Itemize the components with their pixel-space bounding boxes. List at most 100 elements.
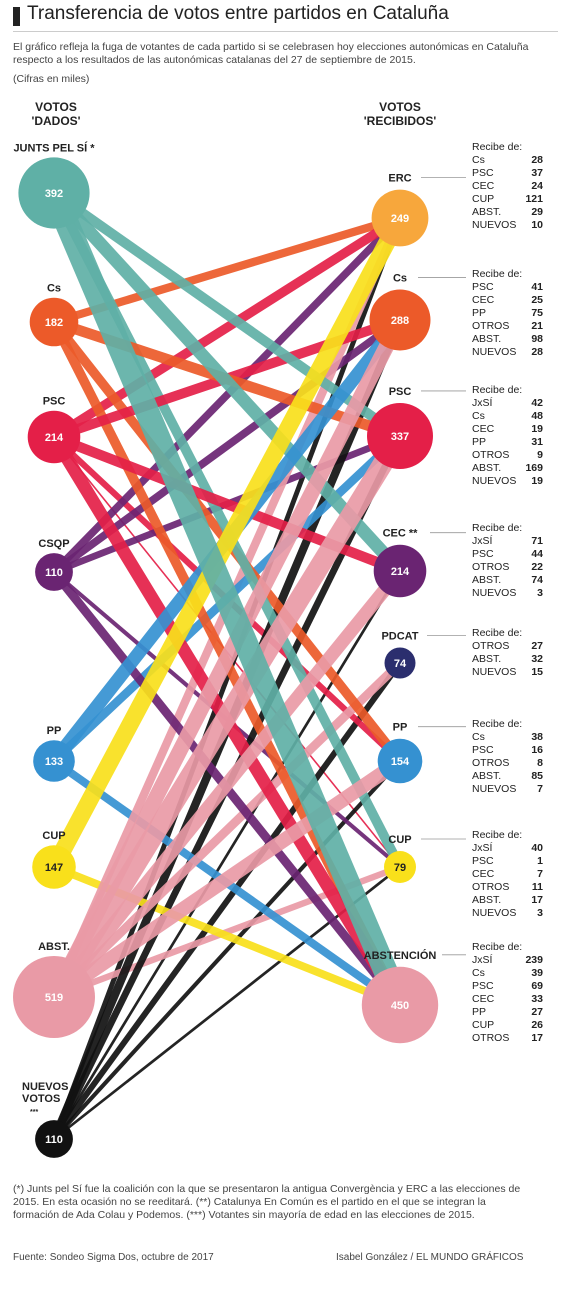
receives-value: 69 [531,980,543,992]
receives-title: Recibe de: [472,522,523,534]
source-note: Fuente: Sondeo Sigma Dos, octubre de 201… [13,1252,214,1263]
receives-block-cup: Recibe de: JxSÍ 40 PSC 1 CEC 7 OTROS 11 ABST. 17 NU… [472,829,543,920]
receives-row: PP 31 [472,436,543,449]
receives-value: 1 [537,855,543,867]
receives-value: 7 [537,868,543,880]
receives-party: Cs [472,154,485,166]
receives-value: 39 [531,967,543,979]
source-label-pp: PP [47,725,62,737]
receives-value: 98 [531,333,543,345]
receives-title: Recibe de: [472,141,523,153]
source-label-abst: ABST. [38,941,70,953]
target-value-psc: 337 [391,431,409,443]
receives-value: 8 [537,757,543,769]
receives-value: 24 [531,180,543,192]
target-label-erc: ERC [388,173,411,185]
target-node-erc [371,189,429,247]
receives-row: PP 27 [472,1006,543,1019]
receives-value: 40 [531,842,543,854]
receives-row: JxSÍ 71 [472,535,543,548]
receives-party: Cs [472,731,485,743]
target-node-cs [369,289,431,351]
receives-party: NUEVOS [472,219,517,231]
receives-party: CEC [472,180,495,192]
receives-row: ABST. 74 [472,574,543,587]
receives-value: 121 [525,193,543,205]
receives-value: 31 [531,436,543,448]
receives-party: NUEVOS [472,907,517,919]
receives-party: PSC [472,980,494,992]
flow-nuevos-to-erc [51,217,403,1140]
flow-abst-to-cec [48,566,406,1002]
target-label-pdcat: PDCAT [381,631,418,643]
receives-value: 74 [531,574,543,586]
flow-abst-to-pp [49,755,405,1003]
receives-row: CEC 7 [472,868,543,881]
receives-party: ABST. [472,462,502,474]
source-value-junts-pel-si: 392 [45,188,63,200]
target-value-cup: 79 [394,862,406,874]
source-value-abst: 519 [45,992,63,1004]
target-node-psc [367,403,433,469]
receives-party: ABST. [472,333,502,345]
target-label-cec: CEC ** [383,528,419,540]
receives-row: PSC 37 [472,167,543,180]
source-value-pp: 133 [45,756,63,768]
receives-block-cec: Recibe de: JxSÍ 71 PSC 44 OTROS 22 ABST. 74 NUEVO… [472,522,543,600]
receives-value: 7 [537,783,543,795]
target-label-pp: PP [393,722,408,734]
receives-row: PP 75 [472,307,543,320]
source-label-nuevos-votos-0: NUEVOS [22,1081,68,1093]
receives-value: 10 [531,219,543,231]
target-value-cec: 214 [391,566,410,578]
receives-value: 37 [531,167,543,179]
receives-row: NUEVOS 3 [472,907,543,920]
receives-party: Cs [472,410,485,422]
receives-row: OTROS 17 [472,1032,543,1045]
receives-party: JxSÍ [472,954,493,966]
receives-row: OTROS 21 [472,320,543,333]
flow-nuevos-to-pp [52,759,402,1141]
receives-party: CEC [472,423,495,435]
receives-party: PP [472,1006,487,1018]
receives-row: PSC 41 [472,281,543,294]
target-label-cup: CUP [388,834,411,846]
vote-flow-chart: 392 182 214 110 133 147 519 110 249 288 337 214 74 15… [13,141,466,1158]
target-label-abstencion: ABSTENCIÓN [364,949,437,962]
receives-row: Cs 28 [472,154,543,167]
receives-party: PP [472,307,487,319]
receives-row: NUEVOS 3 [472,587,543,600]
receives-party: JxSÍ [472,397,493,409]
receives-value: 85 [531,770,543,782]
receives-party: OTROS [472,320,510,332]
receives-value: 41 [531,281,543,293]
target-label-cs: Cs [393,272,407,284]
receives-party: ABST. [472,770,502,782]
leader-lines [418,177,466,956]
receives-party: PP [472,436,487,448]
target-node-cup [384,851,416,883]
source-value-cs: 182 [45,317,63,329]
footnote: (*) Junts pel Sí fue la coalición con la… [13,1183,521,1221]
receives-value: 26 [531,1019,543,1031]
receives-party: OTROS [472,449,510,461]
receives-row: ABST. 169 [472,462,543,475]
receives-value: 32 [531,653,543,665]
receives-party: JxSÍ [472,535,493,547]
source-label-csqp: CSQP [38,538,69,550]
receives-row: JxSÍ 42 [472,397,543,410]
receives-party: PSC [472,855,494,867]
receives-row: OTROS 27 [472,640,543,653]
receives-party: ABST. [472,206,502,218]
source-label-cup: CUP [42,830,65,842]
receives-row: Cs 39 [472,967,543,980]
receives-block-psc: Recibe de: JxSÍ 42 Cs 48 CEC 19 PP 31 OTROS 9 ABST.… [472,384,543,488]
units-note: (Cifras en miles) [13,73,90,85]
receives-value: 3 [537,587,543,599]
receives-row: NUEVOS 7 [472,783,543,796]
receives-party: OTROS [472,881,510,893]
receives-value: 28 [531,346,543,358]
receives-party: PSC [472,744,494,756]
receives-value: 27 [531,640,543,652]
target-value-abstencion: 450 [391,1000,409,1012]
